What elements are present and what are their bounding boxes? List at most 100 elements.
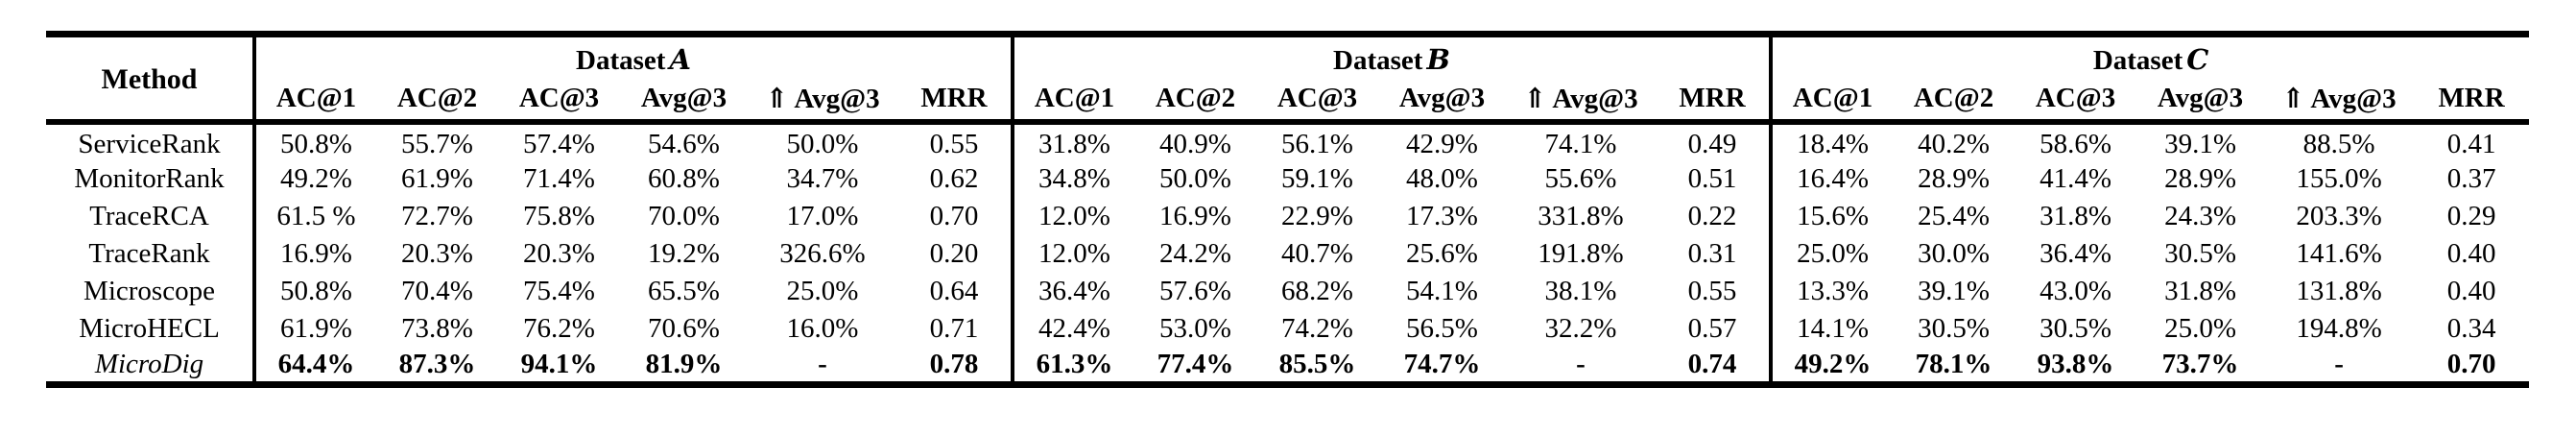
value-cell: 0.31: [1687, 237, 1737, 269]
value-cell: 74.7%: [1403, 348, 1481, 379]
value-cell: 75.8%: [523, 200, 595, 231]
value-cell: 76.2%: [523, 312, 595, 344]
metric-header-a-3: AC@3: [518, 83, 600, 113]
value-cell: 32.2%: [1544, 312, 1617, 344]
value-cell: 20.3%: [401, 237, 473, 269]
value-cell: 0.22: [1687, 200, 1737, 231]
method-name: TraceRank: [88, 237, 210, 269]
value-cell: 16.0%: [786, 312, 859, 344]
value-cell: 41.4%: [2039, 162, 2111, 194]
value-cell: 12.0%: [1011, 234, 1134, 273]
metric-header-c-3: AC@3: [2035, 83, 2116, 113]
metric-header-b-4: Avg@3: [1398, 83, 1486, 113]
dataset-b-header: Dataset B: [1010, 34, 1772, 79]
value-cell: 34.7%: [786, 162, 859, 194]
value-cell: 75.4%: [523, 275, 595, 306]
value-cell: 70.6%: [648, 312, 720, 344]
table-row-servicerank: ServiceRank 50.8% 55.7% 57.4% 54.6% 50.0% 0.55…: [46, 121, 2529, 160]
method-name: MicroDig: [94, 348, 204, 379]
value-cell: 141.6%: [2296, 237, 2382, 269]
value-cell: 85.5%: [1278, 348, 1356, 379]
value-cell: 54.6%: [648, 128, 720, 159]
metric-header-b-2: AC@2: [1155, 83, 1236, 113]
value-cell: 0.34: [2446, 312, 2496, 344]
value-cell: 30.5%: [2164, 237, 2236, 269]
value-cell: 61.9%: [252, 309, 376, 348]
value-cell: 40.2%: [1918, 128, 1990, 159]
value-cell: 68.2%: [1281, 275, 1353, 306]
value-cell: 17.3%: [1406, 200, 1478, 231]
value-cell: 19.2%: [648, 237, 720, 269]
value-cell: 94.1%: [520, 348, 598, 379]
value-cell: 55.6%: [1544, 162, 1617, 194]
value-cell: 17.0%: [786, 200, 859, 231]
value-cell: 74.1%: [1544, 128, 1617, 159]
table-body: ServiceRank 50.8% 55.7% 57.4% 54.6% 50.0% 0.55…: [46, 121, 2529, 385]
value-cell: 0.55: [929, 128, 979, 159]
value-cell: 70.0%: [648, 200, 720, 231]
value-cell: 70.4%: [401, 275, 473, 306]
value-cell: 39.1%: [1918, 275, 1990, 306]
metric-header-c-1: AC@1: [1769, 78, 1894, 122]
value-cell: 30.0%: [1918, 237, 1990, 269]
metric-header-b-5: ⇑ Avg@3: [1523, 84, 1638, 114]
results-table-container: Method Dataset A Dataset B Dataset C AC@1 AC…: [46, 31, 2530, 388]
value-cell: 56.5%: [1406, 312, 1478, 344]
method-name: TraceRCA: [89, 200, 209, 231]
value-cell: 0.55: [1687, 275, 1737, 306]
value-cell: 61.9%: [401, 162, 473, 194]
dataset-b-letter: B: [1426, 42, 1450, 76]
metric-header-c-4: Avg@3: [2157, 83, 2244, 113]
metric-header-a-4: Avg@3: [640, 83, 727, 113]
dataset-c-header: Dataset C: [1769, 34, 2530, 79]
value-cell: 40.7%: [1281, 237, 1353, 269]
metric-header-row: AC@1 AC@2 AC@3 Avg@3 ⇑ Avg@3 MRR AC@1 AC@2 AC@3 A…: [46, 78, 2529, 122]
value-cell: 42.9%: [1406, 128, 1478, 159]
value-cell: 50.8%: [252, 121, 376, 160]
value-cell: 25.0%: [2164, 312, 2236, 344]
value-cell: 0.64: [929, 275, 979, 306]
value-cell: 0.71: [929, 312, 979, 344]
table-row-microdig: MicroDig 64.4% 87.3% 94.1% 81.9% - 0.78 61.3% 77…: [46, 347, 2529, 385]
value-cell: 191.8%: [1538, 237, 1624, 269]
value-cell: 74.2%: [1281, 312, 1353, 344]
value-cell: 0.62: [929, 162, 979, 194]
method-name: Microscope: [83, 275, 215, 306]
metric-header-a-1: AC@1: [252, 78, 376, 122]
value-cell: 24.2%: [1159, 237, 1231, 269]
metric-header-c-5: ⇑ Avg@3: [2281, 84, 2397, 114]
value-cell: 25.6%: [1406, 237, 1478, 269]
value-cell: 13.3%: [1769, 272, 1894, 310]
metric-header-a-5: ⇑ Avg@3: [765, 84, 880, 114]
value-cell: 331.8%: [1538, 200, 1624, 231]
method-name: ServiceRank: [78, 128, 221, 159]
value-cell: 203.3%: [2296, 200, 2382, 231]
value-cell: -: [2334, 348, 2344, 379]
value-cell: 0.37: [2446, 162, 2496, 194]
value-cell: 81.9%: [645, 348, 723, 379]
metric-header-b-1: AC@1: [1011, 78, 1134, 122]
value-cell: 54.1%: [1406, 275, 1478, 306]
value-cell: 31.8%: [1011, 121, 1134, 160]
value-cell: 24.3%: [2164, 200, 2236, 231]
value-cell: 30.5%: [2039, 312, 2111, 344]
value-cell: 25.0%: [786, 275, 859, 306]
value-cell: 18.4%: [1769, 121, 1894, 160]
value-cell: 59.1%: [1281, 162, 1353, 194]
value-cell: 30.5%: [1918, 312, 1990, 344]
value-cell: 49.2%: [252, 159, 376, 198]
table-row-tracerank: TraceRank 16.9% 20.3% 20.3% 19.2% 326.6% 0.20 1…: [46, 234, 2529, 273]
value-cell: 72.7%: [401, 200, 473, 231]
value-cell: 0.51: [1687, 162, 1737, 194]
dataset-a-header: Dataset A: [252, 34, 1013, 79]
value-cell: 88.5%: [2302, 128, 2375, 159]
dataset-c-prefix: Dataset: [2092, 44, 2183, 76]
value-cell: 64.4%: [252, 347, 376, 385]
value-cell: 131.8%: [2296, 275, 2382, 306]
value-cell: 43.0%: [2039, 275, 2111, 306]
value-cell: 55.7%: [401, 128, 473, 159]
value-cell: 25.4%: [1918, 200, 1990, 231]
value-cell: 93.8%: [2037, 348, 2114, 379]
value-cell: 22.9%: [1281, 200, 1353, 231]
value-cell: 326.6%: [779, 237, 866, 269]
